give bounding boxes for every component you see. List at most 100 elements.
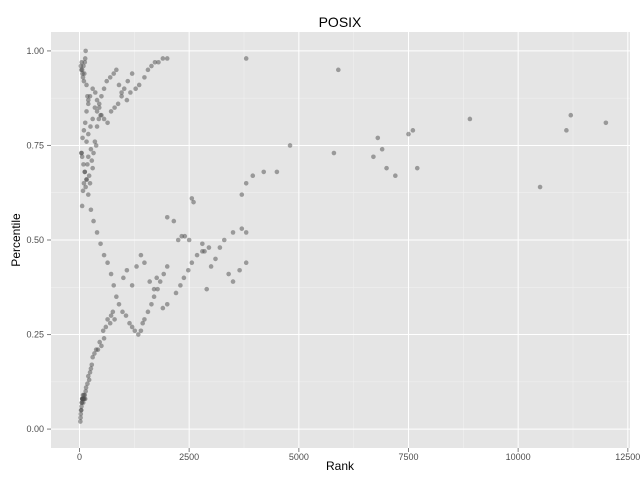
data-point	[287, 143, 293, 148]
data-point	[90, 86, 95, 92]
x-tick-label: 0	[77, 452, 82, 462]
data-point	[92, 105, 98, 110]
data-point	[564, 128, 569, 133]
x-tick-label: 10000	[506, 452, 531, 462]
data-point	[82, 56, 88, 61]
data-point	[112, 317, 117, 322]
data-point	[90, 354, 95, 360]
data-point	[161, 271, 167, 277]
data-point	[108, 271, 114, 277]
data-point	[81, 180, 87, 186]
data-point	[84, 139, 89, 144]
data-point	[101, 252, 107, 258]
data-point	[79, 404, 84, 409]
data-point	[119, 90, 124, 95]
data-point	[178, 283, 183, 288]
data-point	[112, 105, 117, 110]
data-point	[78, 415, 83, 421]
data-point	[94, 124, 100, 129]
data-point	[103, 324, 109, 330]
data-point	[114, 67, 119, 73]
data-point	[83, 184, 88, 190]
data-point	[202, 249, 207, 254]
data-point	[100, 328, 106, 334]
data-point	[79, 154, 85, 160]
data-point	[371, 154, 376, 160]
y-axis-title: Percentile	[9, 213, 23, 267]
data-point	[206, 245, 212, 250]
data-point	[83, 48, 88, 54]
data-point	[406, 131, 411, 137]
data-point	[93, 143, 99, 148]
data-point	[393, 173, 398, 179]
data-point	[99, 343, 104, 349]
data-point	[85, 101, 91, 107]
data-point	[467, 116, 473, 122]
data-point	[81, 128, 87, 133]
data-point	[98, 241, 103, 247]
data-point	[96, 116, 102, 122]
data-point	[85, 131, 91, 137]
data-point	[85, 381, 90, 387]
data-point	[110, 309, 116, 315]
data-point	[127, 320, 132, 326]
data-point	[160, 305, 166, 311]
data-point	[129, 283, 135, 288]
data-point	[237, 267, 242, 273]
data-point	[93, 90, 98, 95]
data-point	[95, 347, 101, 352]
chart-title: POSIX	[319, 14, 362, 30]
data-point	[80, 75, 86, 80]
data-point	[243, 260, 249, 265]
data-point	[85, 192, 91, 197]
data-point	[87, 370, 93, 375]
data-point	[89, 362, 95, 368]
data-point	[261, 169, 267, 175]
data-point	[115, 101, 121, 107]
data-point	[140, 320, 145, 326]
data-point	[230, 230, 236, 235]
data-point	[92, 351, 97, 356]
data-point	[164, 56, 170, 61]
data-point	[84, 82, 89, 88]
data-point	[250, 173, 256, 179]
data-point	[107, 75, 113, 80]
data-point	[239, 226, 245, 231]
data-point	[136, 82, 142, 88]
data-point	[86, 173, 92, 179]
y-tick-label: 0.75	[26, 140, 44, 150]
data-point	[173, 290, 179, 296]
data-point	[120, 309, 125, 315]
data-point	[331, 150, 337, 156]
data-point	[94, 230, 100, 235]
data-point	[336, 67, 341, 73]
data-point	[157, 279, 163, 284]
data-point	[84, 177, 89, 182]
data-point	[147, 279, 152, 284]
data-point	[88, 146, 94, 152]
data-point	[149, 63, 154, 69]
data-point	[186, 237, 192, 243]
data-point	[375, 135, 381, 141]
data-point	[101, 336, 107, 341]
data-points	[78, 48, 609, 424]
data-point	[108, 109, 114, 114]
x-tick-label: 12500	[615, 452, 640, 462]
data-point	[80, 400, 86, 405]
data-point	[226, 271, 231, 277]
data-point	[568, 112, 574, 118]
data-point	[151, 286, 157, 292]
data-point	[78, 419, 83, 424]
data-point	[81, 162, 86, 167]
data-point	[86, 377, 92, 383]
data-point	[111, 71, 117, 76]
data-point	[414, 165, 420, 171]
data-point	[156, 59, 161, 65]
data-point	[125, 78, 131, 84]
data-point	[164, 215, 170, 220]
data-point	[82, 59, 88, 65]
data-point	[85, 162, 90, 167]
x-tick-label: 7500	[398, 452, 418, 462]
data-point	[89, 158, 95, 163]
